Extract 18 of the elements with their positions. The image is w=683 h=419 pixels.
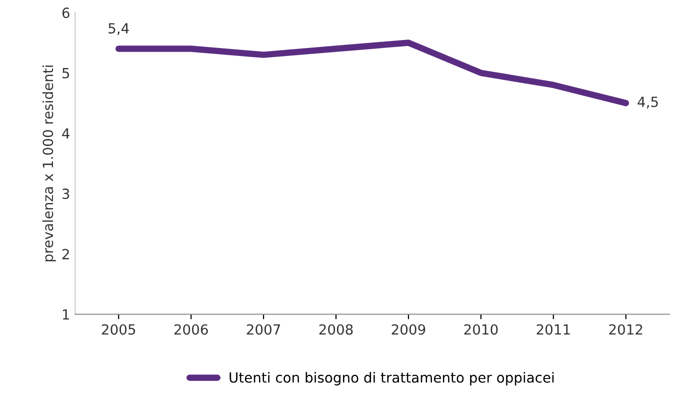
y-tick-label: 6 [62, 8, 70, 18]
y-tick-label: 5 [62, 68, 70, 78]
x-tick-label: 2011 [536, 324, 570, 335]
data-label: 4,5 [638, 96, 658, 109]
x-tick-label: 2010 [464, 324, 498, 335]
x-tick-label: 2007 [246, 324, 280, 335]
x-tick-label: 2009 [392, 324, 426, 335]
y-tick-label: 1 [62, 309, 69, 320]
x-tick-label: 2012 [609, 324, 642, 335]
y-axis-title: prevalenza x 1.000 residenti [42, 66, 56, 262]
x-tick-label: 2008 [319, 324, 353, 335]
y-tick-label: 4 [62, 128, 70, 139]
x-tick-label: 2005 [102, 324, 136, 335]
legend-label: Utenti con bisogno di trattamento per oppiacei [230, 372, 554, 386]
y-tick-label: 2 [62, 248, 69, 260]
x-tick-label: 2006 [174, 324, 208, 335]
y-tick-label: 3 [62, 188, 70, 200]
data-label: 5,4 [108, 23, 129, 35]
